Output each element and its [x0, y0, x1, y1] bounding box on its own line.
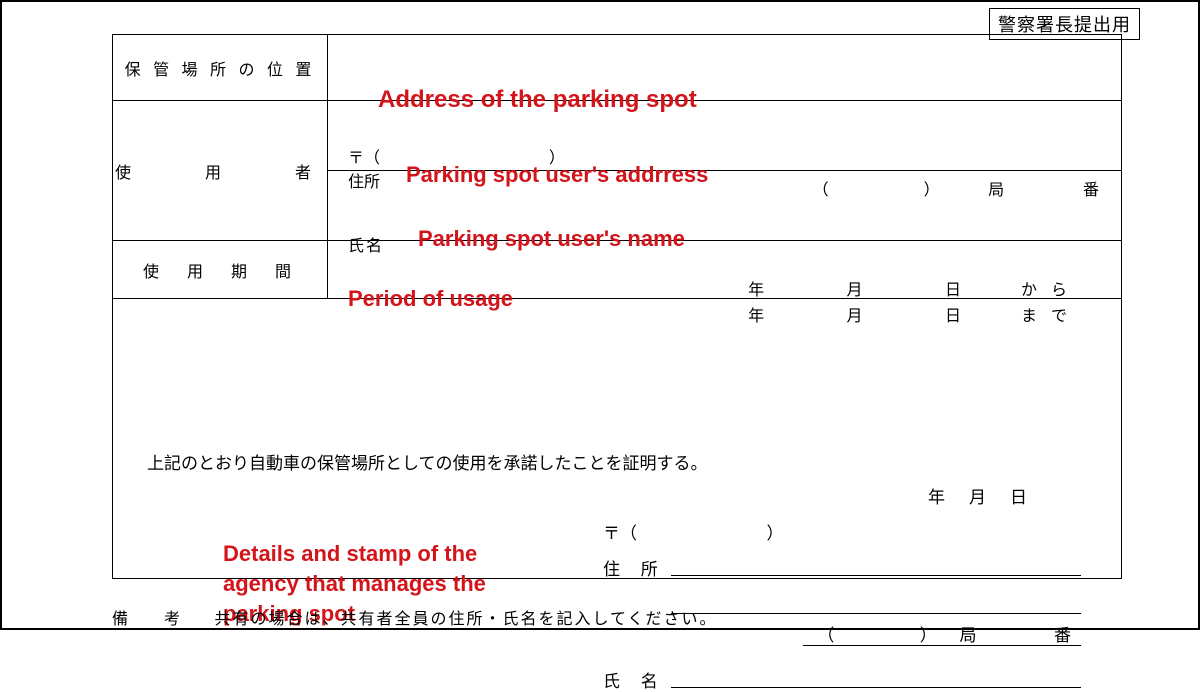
user-name-label: 氏名 — [348, 232, 384, 256]
user-label: 使 用 者 — [115, 165, 325, 182]
period-year-1: 年 — [712, 278, 806, 304]
period-label-cell: 使 用 期 間 — [113, 241, 328, 299]
agency-addr-label: 住 所 — [603, 555, 666, 580]
period-day-1: 日 — [909, 278, 1003, 304]
submit-to-text: 警察署長提出用 — [998, 15, 1131, 35]
user-label-cell: 使 用 者 — [113, 101, 328, 241]
agency-postal: 〒（ ） — [603, 519, 783, 544]
form-table: 保 管 場 所 の 位 置 Address of the parking spo… — [112, 34, 1122, 579]
footnote-label: 備 考 — [112, 611, 190, 628]
agency-name-underline — [671, 687, 1081, 689]
period-day-2: 日 — [909, 304, 1003, 330]
agency-postal-suffix: ） — [766, 524, 783, 543]
user-phone-unit2: 番 — [1083, 182, 1101, 199]
cert-text: 上記のとおり自動車の保管場所としての使用を承諾したことを証明する。 — [147, 449, 708, 474]
period-dates: 年 月 日から 年 月 日まで — [712, 278, 1081, 330]
footnote-text: 共有の場合は、共有者全員の住所・氏名を記入してください。 — [214, 611, 717, 628]
user-phone-close: ） — [924, 182, 942, 199]
agency-annotation-l1: Details and stamp of the — [223, 539, 486, 569]
period-label: 使 用 期 間 — [143, 264, 297, 281]
location-annotation: Address of the parking spot — [378, 86, 697, 114]
period-to: まで — [1021, 308, 1081, 325]
period-from: から — [1021, 282, 1081, 299]
agency-postal-prefix: 〒（ — [603, 524, 637, 543]
agency-phone: （ ） 局 番 — [817, 621, 1071, 646]
agency-phone-unit1: 局 — [960, 626, 977, 645]
footnote: 備 考 共有の場合は、共有者全員の住所・氏名を記入してください。 — [112, 605, 718, 629]
user-postal-prefix: 〒（ — [348, 150, 380, 167]
agency-addr-underline-1 — [671, 575, 1081, 577]
agency-addr-underline-2 — [671, 613, 1081, 615]
period-annotation: Period of usage — [348, 286, 513, 312]
agency-phone-unit2: 番 — [1054, 626, 1071, 645]
cert-date-d: 日 — [1010, 488, 1051, 507]
agency-annotation-l2: agency that manages the — [223, 569, 486, 599]
user-phone-line: （ ） 局 番 — [813, 176, 1101, 200]
user-phone-open: （ — [813, 182, 831, 199]
user-addr-annotation: Parking spot user's addrress — [406, 162, 708, 188]
period-month-2: 月 — [811, 304, 905, 330]
user-addr-label: 住所 — [348, 168, 380, 192]
location-label-cell: 保 管 場 所 の 位 置 — [113, 35, 328, 101]
cert-cell: 上記のとおり自動車の保管場所としての使用を承諾したことを証明する。 年月日 〒（… — [113, 299, 1122, 579]
period-month-1: 月 — [811, 278, 905, 304]
agency-phone-close: ） — [920, 626, 937, 645]
row-location: 保 管 場 所 の 位 置 Address of the parking spo… — [113, 35, 1122, 101]
agency-name-label: 氏 名 — [603, 667, 666, 692]
cert-date: 年月日 — [928, 483, 1051, 508]
cert-date-y: 年 — [928, 488, 969, 507]
cert-date-m: 月 — [969, 488, 1010, 507]
period-year-2: 年 — [712, 304, 806, 330]
location-label: 保 管 場 所 の 位 置 — [125, 62, 316, 79]
user-phone-unit1: 局 — [988, 182, 1006, 199]
location-content-cell: Address of the parking spot — [328, 35, 1122, 101]
user-name-annotation: Parking spot user's name — [418, 226, 685, 252]
agency-phone-open: （ — [817, 626, 834, 645]
row-cert: 上記のとおり自動車の保管場所としての使用を承諾したことを証明する。 年月日 〒（… — [113, 299, 1122, 579]
